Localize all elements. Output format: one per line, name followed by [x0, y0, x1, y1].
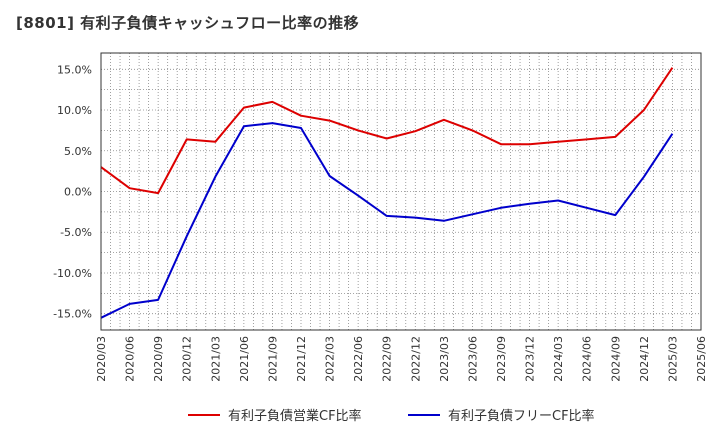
x-tick-label: 2025/06 [695, 336, 708, 382]
x-tick-label: 2023/03 [438, 336, 451, 382]
y-tick-label: -10.0% [53, 267, 92, 280]
y-tick-label: 0.0% [64, 186, 92, 199]
y-tick-label: -5.0% [60, 226, 92, 239]
x-tick-label: 2024/06 [581, 336, 594, 382]
x-tick-label: 2023/06 [466, 336, 479, 382]
y-tick-label: 15.0% [57, 63, 92, 76]
legend: 有利子負債営業CF比率 有利子負債フリーCF比率 [188, 408, 595, 424]
legend-label-2: 有利子負債フリーCF比率 [448, 408, 595, 424]
series-line-2 [100, 122, 674, 319]
y-axis-labels: 15.0% 10.0% 5.0% 0.0% -5.0% -10.0% -15.0% [53, 63, 92, 320]
x-tick-label: 2020/06 [124, 336, 137, 382]
x-tick-label: 2022/09 [381, 336, 394, 382]
x-tick-label: 2022/03 [324, 336, 337, 382]
x-tick-label: 2020/03 [95, 336, 108, 382]
x-tick-label: 2021/12 [295, 336, 308, 382]
x-tick-label: 2025/03 [666, 336, 679, 382]
legend-label-1: 有利子負債営業CF比率 [228, 408, 362, 424]
x-tick-label: 2023/12 [524, 336, 537, 382]
x-tick-label: 2024/03 [552, 336, 565, 382]
x-tick-label: 2021/06 [238, 336, 251, 382]
grid [101, 53, 701, 330]
y-tick-label: -15.0% [53, 308, 92, 321]
x-axis-labels: 2020/03 2020/06 2020/09 2020/12 2021/03 2021/… [95, 336, 708, 382]
x-tick-label: 2024/12 [638, 336, 651, 382]
x-tick-label: 2022/06 [352, 336, 365, 382]
plot-frame [100, 52, 702, 331]
series-lines [100, 67, 674, 319]
x-tick-label: 2024/09 [609, 336, 622, 382]
x-tick-label: 2021/03 [209, 336, 222, 382]
x-tick-label: 2020/09 [152, 336, 165, 382]
y-tick-label: 10.0% [57, 104, 92, 117]
chart-title: [8801] 有利子負債キャッシュフロー比率の推移 [16, 14, 360, 32]
x-tick-label: 2020/12 [181, 336, 194, 382]
x-tick-label: 2022/12 [409, 336, 422, 382]
x-tick-label: 2023/09 [495, 336, 508, 382]
x-tick-label: 2021/09 [266, 336, 279, 382]
series-line-1 [100, 67, 674, 195]
y-tick-label: 5.0% [64, 145, 92, 158]
